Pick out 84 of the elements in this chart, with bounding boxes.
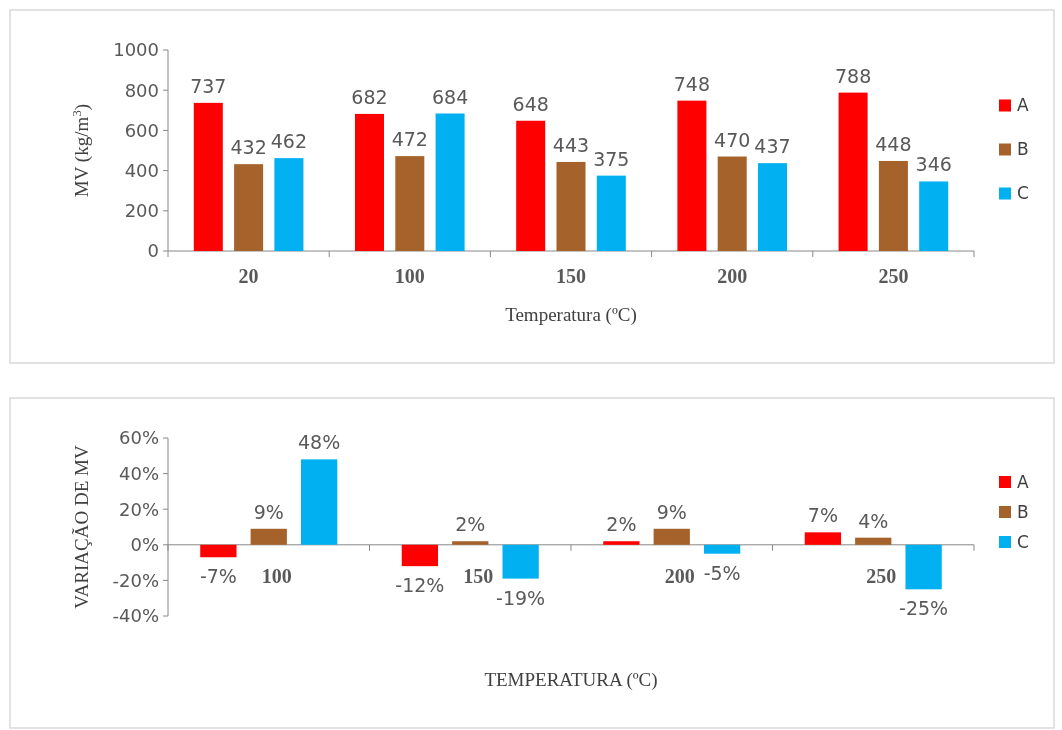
data-label: 2% xyxy=(606,513,637,536)
data-label: 9% xyxy=(656,500,687,523)
legend-label: C xyxy=(1017,531,1029,552)
bar xyxy=(703,544,741,554)
data-label: 437 xyxy=(754,135,791,158)
bar xyxy=(556,161,586,251)
y-tick-label: 0% xyxy=(130,534,159,556)
bar xyxy=(804,532,842,545)
bar xyxy=(855,537,892,545)
data-label: 346 xyxy=(915,153,952,176)
bar xyxy=(838,92,868,251)
data-label: 472 xyxy=(391,128,428,151)
x-tick-label: 100 xyxy=(394,265,425,287)
y-tick-label: 60% xyxy=(118,427,159,449)
x-axis-title: TEMPERATURA (ºC) xyxy=(484,669,658,691)
x-tick-label: 200 xyxy=(717,265,748,287)
bar xyxy=(596,175,626,251)
data-label: 7% xyxy=(807,504,838,527)
y-tick-label: 40% xyxy=(118,462,159,484)
y-tick-label: 0 xyxy=(147,240,159,262)
data-label: 443 xyxy=(552,133,590,156)
bar xyxy=(250,528,287,545)
data-label: 684 xyxy=(431,85,469,108)
data-label: 788 xyxy=(834,64,872,87)
x-axis-title: Temperatura (ºC) xyxy=(505,304,637,326)
bar xyxy=(401,544,439,567)
data-label: 4% xyxy=(858,509,889,532)
bar xyxy=(905,544,942,590)
data-label: 48% xyxy=(298,431,341,454)
bar xyxy=(234,164,264,251)
data-label: 470 xyxy=(714,128,751,151)
y-tick-label: 200 xyxy=(124,200,159,222)
bar xyxy=(516,120,546,251)
x-tick-label: 200 xyxy=(664,564,695,587)
bar xyxy=(300,459,338,545)
bar xyxy=(200,544,237,558)
legend-label: C xyxy=(1017,183,1029,204)
legend-label: A xyxy=(1017,95,1029,116)
data-label: -25% xyxy=(899,597,949,620)
bar xyxy=(919,181,949,251)
bar xyxy=(274,158,304,251)
bar xyxy=(717,156,747,251)
bar xyxy=(193,102,223,251)
bar xyxy=(757,163,788,251)
x-tick-label: 20 xyxy=(238,265,259,287)
x-tick-label: 150 xyxy=(556,265,586,287)
bar xyxy=(603,541,640,545)
data-label: 462 xyxy=(270,130,308,153)
data-label: 375 xyxy=(593,147,630,170)
y-tick-label: 20% xyxy=(118,498,159,520)
x-tick-label: 250 xyxy=(878,265,909,287)
y-tick-label: 400 xyxy=(124,159,159,181)
data-label: 682 xyxy=(351,85,388,108)
data-label: 2% xyxy=(455,513,486,536)
bar xyxy=(354,113,385,251)
bar xyxy=(435,113,465,251)
y-tick-label: 1000 xyxy=(113,39,159,61)
x-tick-label: 100 xyxy=(261,564,292,587)
data-label: 432 xyxy=(230,136,267,159)
data-label: -7% xyxy=(199,565,237,588)
y-tick-label: 800 xyxy=(124,79,159,101)
bar xyxy=(677,100,707,251)
y-tick-label: -40% xyxy=(112,605,159,627)
legend-label: A xyxy=(1017,471,1029,492)
bar xyxy=(878,160,908,251)
bar xyxy=(452,541,489,545)
bar xyxy=(653,528,690,545)
legend-label: B xyxy=(1017,501,1029,522)
data-label: 448 xyxy=(875,132,912,155)
data-label: 9% xyxy=(253,500,284,523)
data-label: 737 xyxy=(190,74,227,97)
y-tick-label: -20% xyxy=(112,569,159,591)
bar xyxy=(395,156,425,251)
bar xyxy=(502,544,539,579)
data-label: 648 xyxy=(512,92,549,115)
data-label: 748 xyxy=(673,72,711,95)
x-tick-label: 250 xyxy=(866,564,897,587)
legend-label: B xyxy=(1017,139,1029,160)
data-label: -19% xyxy=(496,586,546,609)
data-label: -12% xyxy=(395,574,445,597)
x-tick-label: 150 xyxy=(463,564,494,587)
y-axis-title: VARIAÇÃO DE MV xyxy=(71,445,92,609)
y-tick-label: 600 xyxy=(124,119,159,141)
data-label: -5% xyxy=(703,561,741,584)
